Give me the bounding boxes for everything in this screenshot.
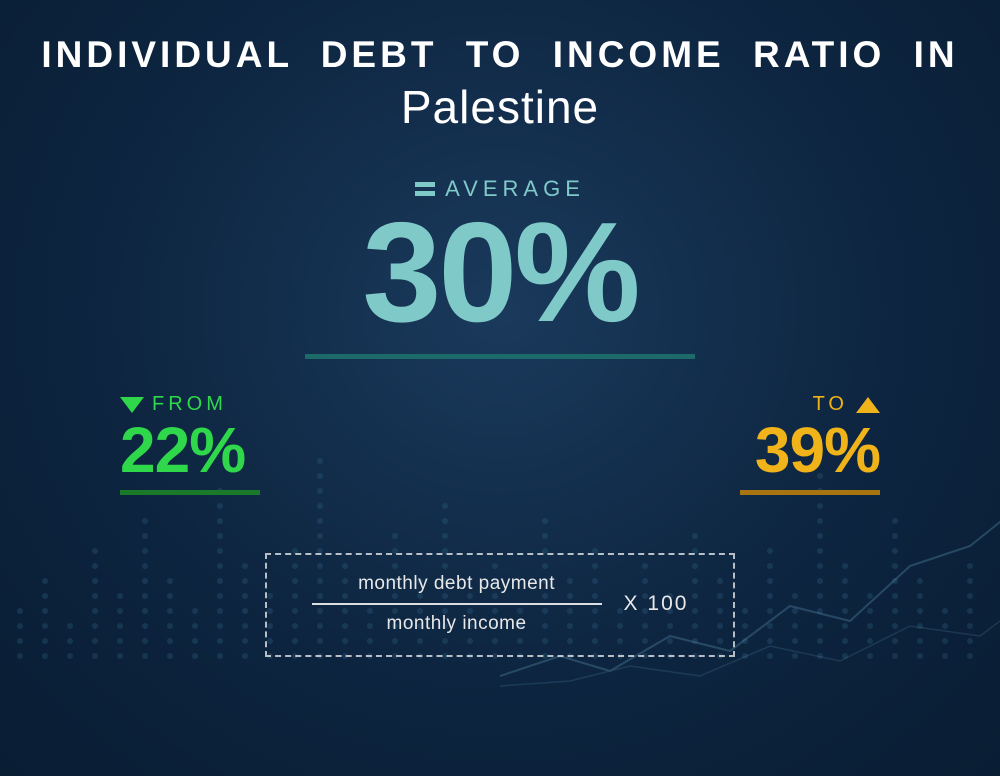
title-line-2: Palestine: [0, 80, 1000, 134]
to-block: TO 39%: [740, 393, 880, 495]
from-value: 22%: [120, 418, 260, 482]
formula-denominator: monthly income: [387, 613, 527, 635]
to-label: TO: [813, 393, 848, 416]
triangle-down-icon: [120, 397, 144, 413]
from-label-row: FROM: [120, 393, 260, 416]
formula-fraction: monthly debt payment monthly income: [312, 573, 602, 635]
average-block: AVERAGE 30%: [290, 176, 710, 359]
formula-numerator: monthly debt payment: [358, 573, 555, 595]
average-underline: [305, 354, 695, 359]
triangle-up-icon: [856, 397, 880, 413]
to-underline: [740, 490, 880, 495]
to-label-row: TO: [740, 393, 880, 416]
from-block: FROM 22%: [120, 393, 260, 495]
average-value: 30%: [290, 202, 710, 344]
infographic-content: INDIVIDUAL DEBT TO INCOME RATIO IN Pales…: [0, 0, 1000, 776]
range-row: FROM 22% TO 39%: [120, 393, 880, 495]
title-line-1: INDIVIDUAL DEBT TO INCOME RATIO IN: [0, 34, 1000, 76]
from-label: FROM: [152, 393, 227, 416]
from-underline: [120, 490, 260, 495]
to-value: 39%: [740, 418, 880, 482]
formula-multiplier: X 100: [624, 592, 689, 616]
formula-box: monthly debt payment monthly income X 10…: [265, 553, 735, 657]
fraction-line: [312, 603, 602, 605]
